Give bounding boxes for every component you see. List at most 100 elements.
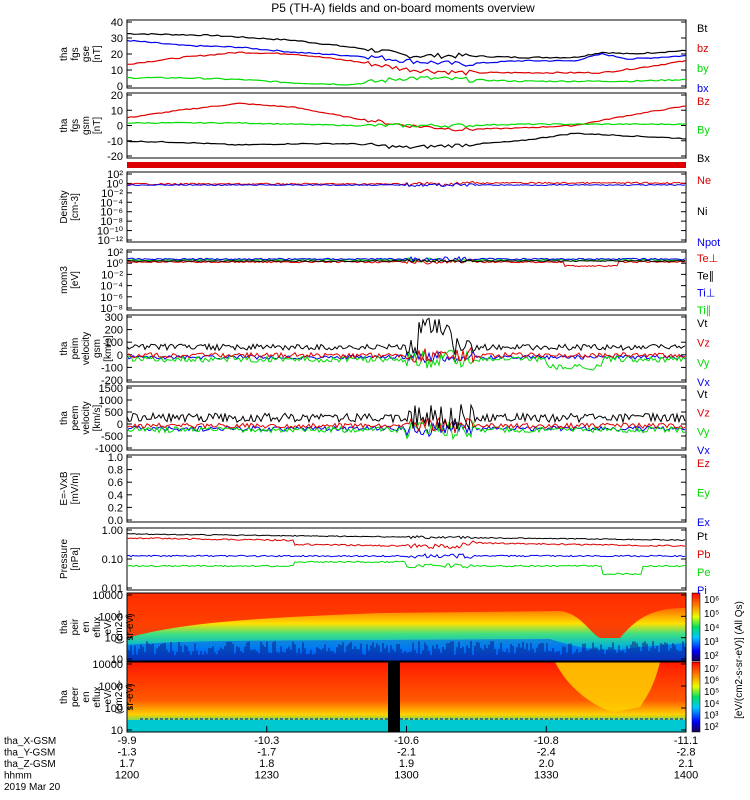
legend-Vt: Vt [697, 318, 707, 330]
panel-fgs_gse: 40 30 20 10 0 tha fgs gse [nT] Bt bz by bx [59, 17, 709, 95]
colorbar-tick-label: 10⁶ [704, 676, 719, 687]
y-axis-label: [mV/m] [70, 472, 81, 504]
y-tick-label: 100 [105, 337, 123, 349]
y-axis-label: tha [59, 341, 70, 355]
y-tick-label: 10000 [92, 659, 123, 671]
panel-efield: 1.00.80.60.40.20.0 E=-VxB [mV/m] Ez Ey Ex [59, 452, 710, 529]
y-tick-label: 10⁻⁸ [100, 303, 123, 315]
legend-Ey: Ey [697, 488, 710, 500]
legend-By: By [697, 125, 710, 137]
status-bar [127, 162, 686, 168]
legend-Bt: Bt [697, 23, 707, 35]
y-axis-label: velocity [81, 401, 92, 434]
legend-Bz: Bz [697, 96, 710, 108]
series-bx [126, 39, 687, 67]
x-tick-label: 1.7 [119, 758, 134, 770]
colorbar-tick-label: 10³ [704, 710, 719, 721]
x-tick-label: -10.3 [254, 735, 279, 747]
y-axis-label: E=-VxB [59, 471, 70, 506]
y-tick-label: -100 [101, 362, 123, 374]
x-tick-label: -2.4 [537, 747, 556, 759]
y-tick-label: 10⁻⁶ [100, 292, 123, 304]
y-tick-label: 10⁻² [101, 188, 123, 200]
y-tick-label: 10 [111, 65, 123, 77]
y-tick-label: 10⁰ [106, 178, 123, 190]
y-axis-label: [nT] [92, 45, 103, 62]
legend-Npot: Npot [697, 237, 720, 249]
series-Bx [126, 132, 687, 150]
y-axis-label: eflux [92, 686, 103, 707]
colorbar-tick-label: 10⁴ [704, 699, 719, 710]
data-gap [388, 662, 400, 732]
panel-frame [126, 592, 687, 662]
legend-Vy: Vy [697, 426, 710, 438]
x-tick-label: -9.9 [118, 735, 137, 747]
series-Te∥ [126, 259, 686, 263]
series-Bz [126, 102, 687, 132]
y-tick-label: 0.8 [108, 465, 123, 477]
y-axis-label: fgs [70, 47, 81, 60]
y-axis-label: [eV] [70, 271, 81, 289]
series-Vx [126, 421, 686, 438]
colorbar-tick-label: 10⁵ [704, 687, 719, 698]
y-tick-label: -20 [107, 151, 123, 163]
date-label: 2019 Mar 20 [4, 782, 61, 793]
series-Bt [127, 32, 687, 59]
y-tick-label: 1500 [99, 383, 123, 395]
legend-Ez: Ez [697, 458, 710, 470]
y-axis-label: eV/ [103, 689, 114, 704]
colorbar-tick-label: 10³ [704, 637, 719, 648]
x-tick-label: 2.1 [678, 758, 693, 770]
panel-frame [126, 454, 687, 523]
y-tick-label: 1.00 [102, 525, 123, 537]
colorbar-tick-label: 10⁵ [704, 609, 719, 620]
y-axis-label: tha [59, 620, 70, 634]
y-tick-label: 0.2 [108, 502, 123, 514]
y-axis-label: tha [59, 411, 70, 425]
y-tick-label: 10 [111, 105, 123, 117]
colorbar-bottom [691, 661, 701, 733]
y-axis-label: [km/s] [103, 335, 114, 362]
y-axis-label: [cm-3] [70, 193, 81, 221]
series-Te⊥ [126, 259, 686, 268]
legend-Bx: Bx [697, 153, 710, 165]
series-Ne [126, 180, 686, 187]
series-Vy [126, 349, 686, 371]
y-tick-label: 0.0 [108, 515, 123, 527]
figure-title: P5 (TH-A) fields and on-board moments ov… [271, 1, 535, 15]
y-tick-label: 20 [111, 49, 123, 61]
y-tick-label: 0 [117, 419, 123, 431]
y-tick-label: 0 [117, 81, 123, 93]
x-tick-label: -10.8 [534, 735, 559, 747]
y-tick-label: 100 [105, 703, 123, 715]
y-axis-label: en [81, 691, 92, 702]
y-tick-label: 1.0 [108, 452, 123, 464]
y-axis-label: gsm [92, 339, 103, 358]
y-tick-label: 1000 [99, 395, 123, 407]
y-axis-label: en [81, 621, 92, 632]
x-tick-label: 1300 [394, 770, 418, 782]
y-axis-label: mom3 [59, 266, 70, 294]
y-axis-label: peir [70, 618, 81, 635]
legend-Vx: Vx [697, 445, 710, 457]
x-tick-label: 2.0 [539, 758, 554, 770]
y-axis-label: tha [59, 118, 70, 132]
series-bz [126, 51, 687, 76]
y-tick-label: 0 [117, 121, 123, 133]
y-tick-label: 10⁰ [106, 258, 123, 270]
x-tick-label: 1400 [674, 770, 698, 782]
y-tick-label: 10000 [92, 590, 123, 602]
y-axis-label: gse [81, 46, 92, 63]
y-tick-label: 10⁻⁴ [100, 197, 123, 209]
y-tick-label: 10 [111, 725, 123, 737]
legend-Te∥: Te∥ [697, 270, 714, 282]
panel-peer_spec: 10000 1000 100 10 tha peer en eflux eV/(cm2-s-sr… [59, 659, 687, 737]
panel-frame [126, 249, 687, 311]
y-tick-label: 10² [107, 169, 123, 181]
y-tick-label: 300 [105, 312, 123, 324]
y-tick-label: -200 [101, 375, 123, 387]
